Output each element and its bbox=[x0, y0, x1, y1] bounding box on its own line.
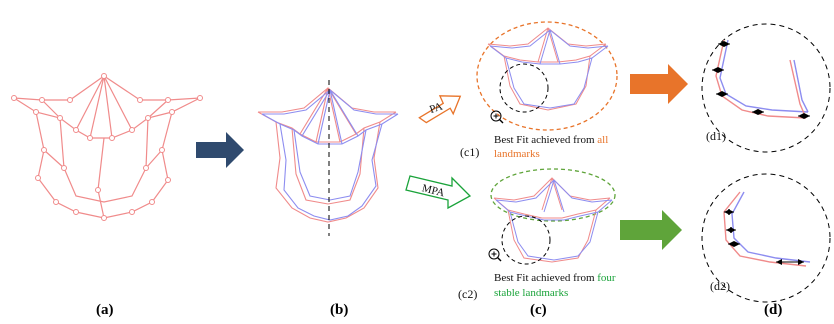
panel-label-d: (d) bbox=[764, 302, 782, 318]
c1-zoom-circle bbox=[499, 63, 549, 113]
c1-caption-line1: Best Fit achieved from all bbox=[494, 134, 608, 146]
d2-zoom-circle bbox=[701, 173, 831, 303]
panel-b-skeleton-pink bbox=[257, 87, 397, 223]
c1-caption-line2: landmarks bbox=[494, 148, 540, 160]
d1-shift-arrows bbox=[712, 41, 810, 119]
panel-label-c: (c) bbox=[530, 302, 547, 318]
d2-sublabel: (d2) bbox=[710, 279, 730, 293]
panel-b-skeleton-blue bbox=[261, 89, 399, 221]
c2-caption-line2: stable landmarks bbox=[494, 287, 568, 299]
c2-green-ellipse bbox=[490, 168, 616, 222]
c1-orange-ellipse bbox=[476, 21, 618, 131]
panel-label-a: (a) bbox=[96, 302, 114, 318]
arrow-a-to-b bbox=[196, 132, 244, 168]
panel-label-b: (b) bbox=[330, 302, 348, 318]
pa-arrow-label: PA bbox=[428, 101, 444, 116]
c2-skeleton bbox=[493, 177, 613, 263]
c2-caption-line1: Best Fit achieved from four bbox=[494, 272, 616, 284]
d2-shift-arrows bbox=[724, 209, 804, 265]
c1-skeleton bbox=[487, 27, 609, 111]
pa-arrow: PA bbox=[418, 95, 462, 124]
mpa-arrow-label: MPA bbox=[421, 182, 446, 199]
arrow-c2-to-d2 bbox=[620, 210, 682, 250]
d1-sublabel: (d1) bbox=[706, 129, 726, 143]
magnifier-icon bbox=[488, 248, 502, 262]
magnifier-icon bbox=[490, 110, 504, 124]
panel-a-landmarks bbox=[11, 73, 203, 221]
c2-sublabel: (c2) bbox=[458, 287, 477, 301]
arrow-c1-to-d1 bbox=[630, 64, 688, 104]
c2-zoom-circle bbox=[501, 215, 551, 265]
d2-detail bbox=[723, 191, 811, 267]
mpa-arrow: MPA bbox=[405, 175, 472, 210]
d1-detail bbox=[715, 39, 809, 119]
d1-zoom-circle bbox=[701, 23, 831, 153]
c1-sublabel: (c1) bbox=[460, 145, 479, 159]
